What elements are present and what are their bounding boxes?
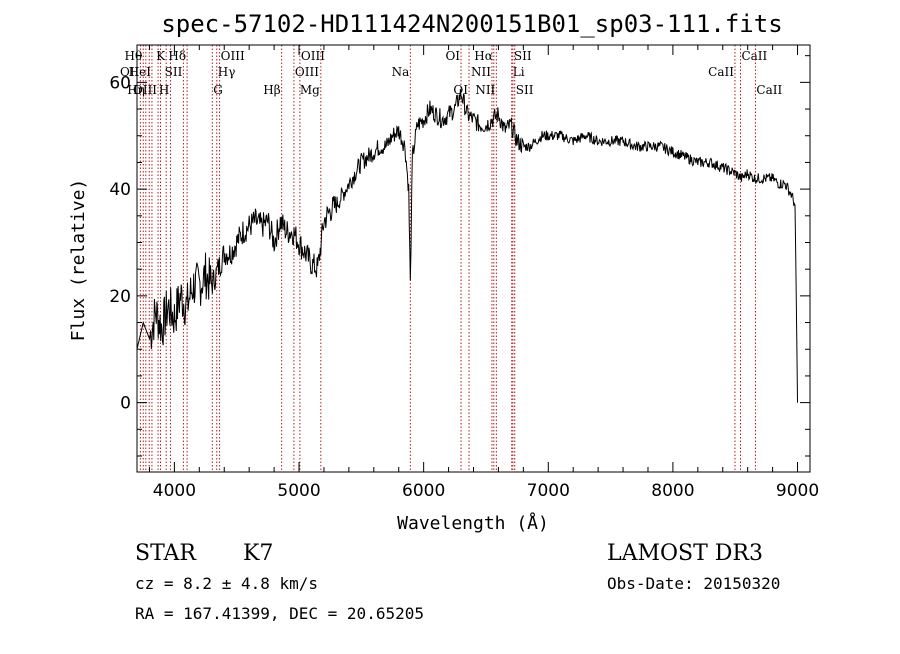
flux-line	[136, 89, 798, 403]
line-label: HeI	[129, 65, 152, 79]
line-label: OIII	[295, 65, 319, 79]
line-label: CaII	[741, 49, 767, 63]
observation-date: Obs-Date: 20150320	[607, 574, 780, 593]
line-label: NII	[471, 65, 491, 79]
object-class: STAR	[135, 541, 197, 566]
line-label: NII	[475, 83, 495, 97]
y-tick-label: 20	[109, 287, 131, 307]
x-tick-label: 4000	[153, 481, 196, 501]
y-axis-label: Flux (relative)	[68, 179, 89, 342]
axis-ticks: 4000 5000 6000 7000 8000 9000 0 20 40 60	[109, 45, 819, 501]
line-label: OIII	[221, 49, 245, 63]
spectral-lines: OII Hθ Hη HeI OIII K H SII Hδ G Hγ OIII Hβ OIII OIII Mg…	[120, 45, 782, 472]
line-label: Hθ	[125, 49, 143, 63]
flux-series	[136, 89, 798, 403]
line-label: G	[213, 83, 223, 97]
x-tick-label: 7000	[527, 481, 570, 501]
survey-name: LAMOST DR3	[607, 541, 763, 566]
y-tick-label: 0	[120, 394, 131, 414]
y-tick-label: 40	[109, 180, 131, 200]
x-tick-label: 5000	[277, 481, 320, 501]
chart-title: spec-57102-HD111424N200151B01_sp03-111.f…	[161, 10, 782, 38]
line-label: CaII	[756, 83, 782, 97]
line-label: SII	[514, 49, 532, 63]
coordinates: RA = 167.41399, DEC = 20.65205	[135, 604, 424, 623]
redshift-value: cz = 8.2 ± 4.8 km/s	[135, 574, 318, 593]
line-label: OIII	[301, 49, 325, 63]
line-label: Hδ	[168, 49, 186, 63]
line-label: OI	[445, 49, 460, 63]
x-axis-label: Wavelength (Å)	[397, 512, 549, 534]
x-tick-label: 9000	[776, 481, 819, 501]
line-label: Li	[513, 65, 525, 79]
line-label: OII	[120, 65, 140, 79]
line-label: CaII	[708, 65, 734, 79]
y-tick-label: 60	[109, 73, 131, 93]
line-label: H	[159, 83, 169, 97]
line-label: K	[156, 49, 166, 63]
line-label: Na	[392, 65, 410, 79]
line-label: Hα	[474, 49, 493, 63]
line-label: SII	[165, 65, 183, 79]
line-label: Hγ	[218, 65, 236, 79]
line-label: SII	[516, 83, 534, 97]
line-label: Hη	[127, 83, 145, 97]
x-tick-label: 8000	[651, 481, 694, 501]
line-label: Mg	[300, 83, 320, 97]
spectral-subclass: K7	[243, 541, 273, 566]
plot-frame	[136, 44, 811, 473]
line-label: OIII	[133, 83, 157, 97]
line-label: Hβ	[263, 83, 280, 97]
x-tick-label: 6000	[402, 481, 445, 501]
